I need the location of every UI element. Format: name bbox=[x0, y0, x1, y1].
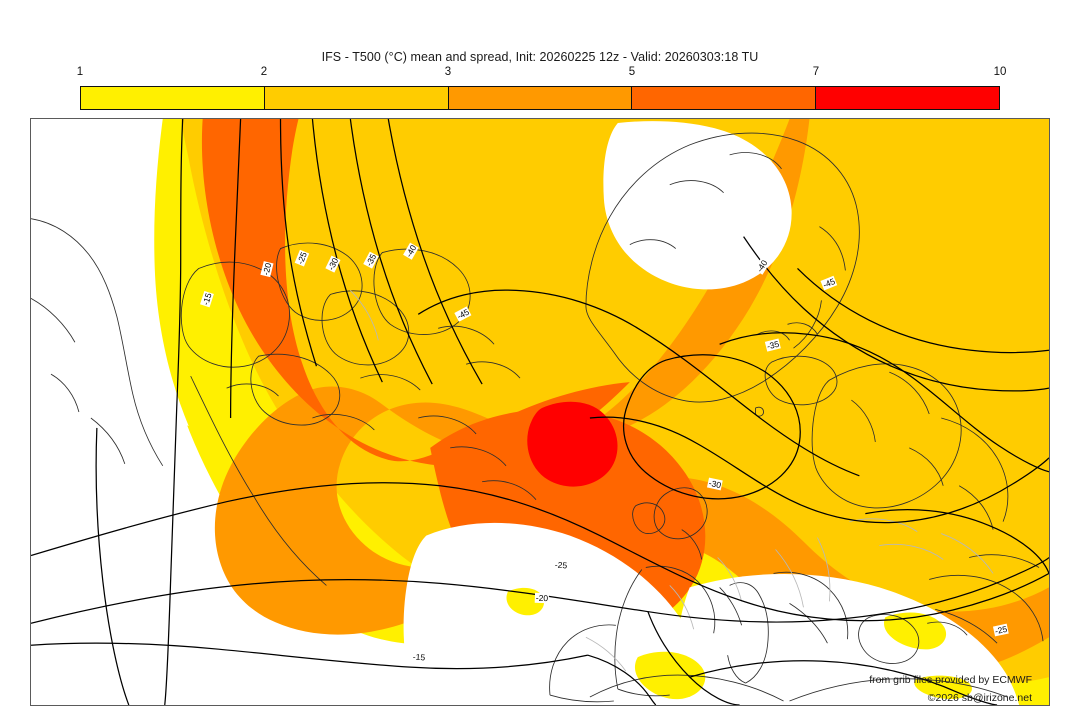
colorbar bbox=[80, 86, 1000, 110]
colorbar-tick-10: 10 bbox=[993, 66, 1007, 78]
colorbar-segment-1-2 bbox=[81, 87, 265, 109]
colorbar-gradient bbox=[80, 86, 1000, 110]
map-canvas bbox=[31, 119, 1049, 705]
page-title: IFS - T500 (°C) mean and spread, Init: 2… bbox=[321, 50, 759, 64]
contour--15-ext bbox=[587, 654, 657, 705]
contour--20-south-africa bbox=[689, 660, 998, 705]
contour--25-north bbox=[279, 119, 318, 367]
contour--40-right bbox=[743, 236, 1049, 392]
colorbar-tick-1: 1 bbox=[76, 66, 84, 78]
shading-band-2-3 bbox=[180, 119, 1049, 685]
shading-sliver-aegean bbox=[884, 612, 947, 650]
shading-band-7-10 bbox=[527, 401, 618, 487]
contour--45-right bbox=[797, 268, 1049, 354]
colorbar-tick-2: 2 bbox=[260, 66, 268, 78]
colorbar-tick-7: 7 bbox=[812, 66, 820, 78]
contour--20-north bbox=[229, 119, 242, 418]
nospread-atlantic-southwest bbox=[31, 417, 357, 705]
nospread-canada bbox=[31, 119, 189, 426]
colorbar-tick-3: 3 bbox=[444, 66, 452, 78]
contour--40-north bbox=[387, 119, 483, 385]
contour--15-north bbox=[164, 119, 184, 705]
nospread-mediterranean bbox=[403, 522, 702, 705]
contour--45-arc bbox=[417, 289, 860, 477]
colorbar-segment-3-5 bbox=[448, 87, 633, 109]
contour--35-north bbox=[349, 119, 433, 385]
contour-inner-loop bbox=[623, 354, 801, 500]
contour-label: -25 bbox=[553, 559, 569, 571]
contour--15-main bbox=[31, 642, 589, 670]
copyright-text: ©2026 sb@irizone.net bbox=[927, 692, 1032, 704]
contour--30-wavy bbox=[589, 416, 1049, 524]
contour--15-atlantic bbox=[95, 427, 130, 705]
colorbar-segment-2-3 bbox=[264, 87, 449, 109]
coastlines bbox=[31, 132, 1044, 703]
contour-lines bbox=[31, 119, 1049, 705]
grib-source-text: from grib files provided by ECMWF bbox=[869, 674, 1032, 686]
contour--35-wavy bbox=[719, 332, 1049, 473]
colorbar-segment-7-10 bbox=[816, 87, 999, 109]
colorbar-segment-5-7 bbox=[632, 87, 817, 109]
shading-band-5-7-north bbox=[201, 119, 630, 467]
contour-label: -20 bbox=[534, 592, 550, 604]
contour--30-north bbox=[311, 119, 383, 383]
colorbar-tick-5: 5 bbox=[628, 66, 636, 78]
shading-band-3-5 bbox=[208, 119, 1049, 673]
contour--25-main bbox=[31, 481, 1049, 622]
contour-label: -15 bbox=[411, 651, 427, 663]
weather-map[interactable]: -15 -20 -25 -30 -35 -40 -45 -40 -45 -35 … bbox=[30, 118, 1050, 706]
contour--25-right bbox=[865, 509, 1049, 574]
contour--20-south bbox=[647, 611, 740, 705]
contour--20-main bbox=[31, 557, 1049, 624]
nospread-greenland bbox=[603, 121, 792, 290]
colorbar-tick-labels: 1 2 3 5 7 10 bbox=[0, 66, 1080, 84]
